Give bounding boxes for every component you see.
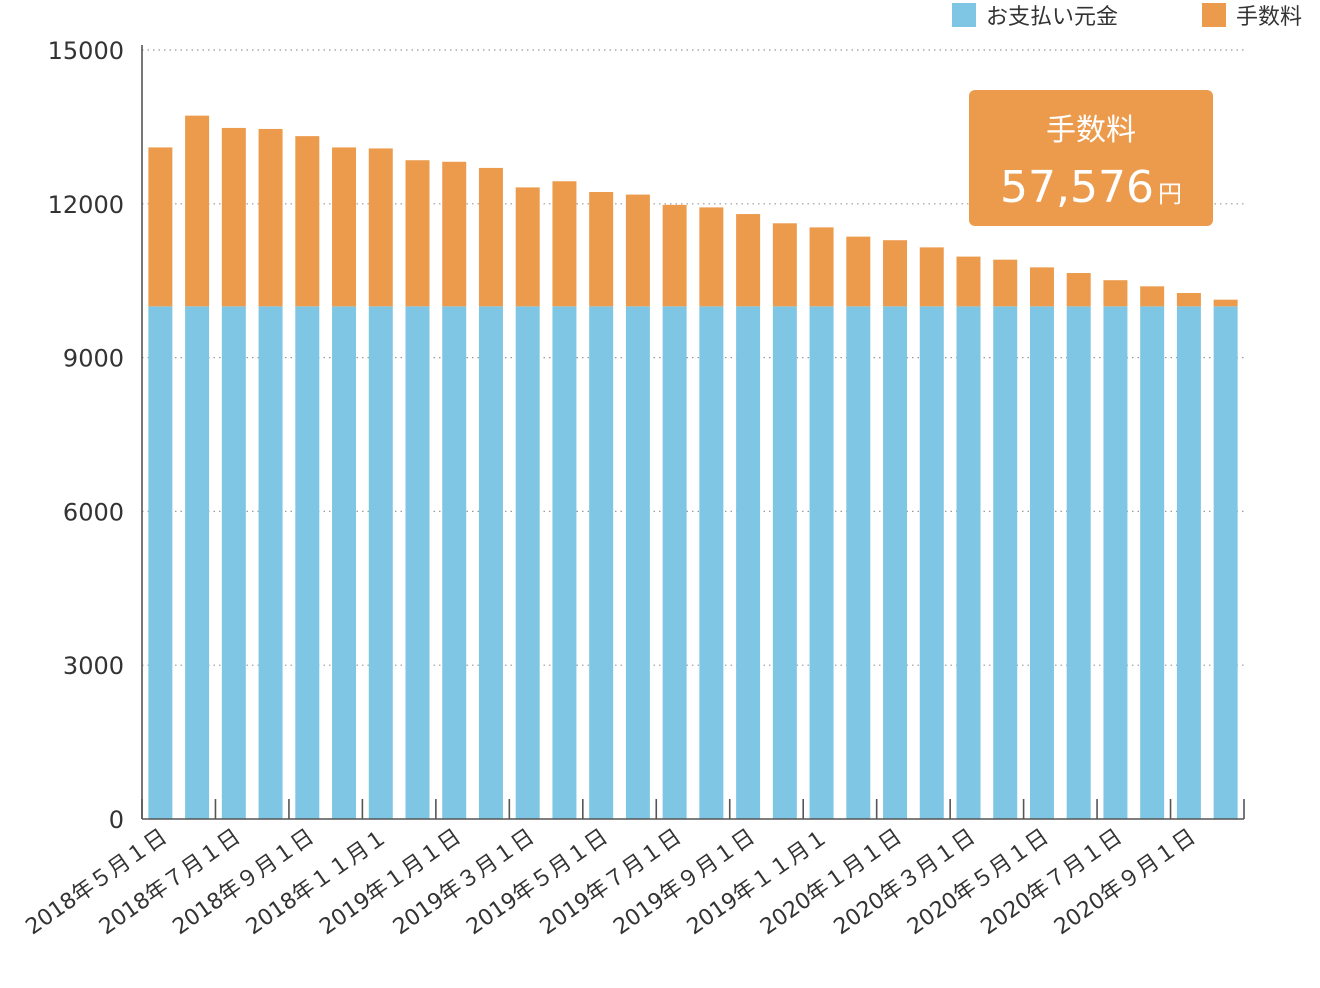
- fee-callout-unit: 円: [1158, 180, 1182, 208]
- bar-principal: [809, 306, 834, 819]
- gridlines: [142, 49, 1244, 666]
- y-tick-label: 9000: [63, 345, 124, 373]
- bar-fee: [552, 181, 577, 307]
- bar-fee: [185, 115, 210, 307]
- bar-principal: [221, 306, 246, 819]
- bar-principal: [736, 306, 761, 819]
- bar-principal: [515, 306, 540, 819]
- bar-fee: [919, 247, 944, 307]
- y-tick-labels: 0 3000 6000 9000 12000 15000: [48, 37, 124, 834]
- bar-fee: [148, 147, 173, 307]
- bar-principal: [295, 306, 320, 819]
- legend-label-fee: 手数料: [1236, 5, 1302, 30]
- bar-principal: [405, 306, 430, 819]
- bar-fee: [368, 148, 393, 307]
- bar-fee: [1213, 299, 1238, 307]
- bar-fee: [809, 227, 834, 307]
- bar-fee: [772, 223, 797, 307]
- bar-principal: [1176, 306, 1201, 819]
- bar-fee: [258, 128, 283, 307]
- bar-principal: [1029, 306, 1054, 819]
- bar-fee: [589, 192, 614, 307]
- bar-fee: [405, 160, 430, 307]
- bar-principal: [662, 306, 687, 819]
- bars-group: [148, 115, 1238, 819]
- bar-principal: [1213, 306, 1238, 819]
- bar-fee: [846, 236, 871, 307]
- legend-label-principal: お支払い元金: [986, 5, 1118, 30]
- bar-fee: [736, 214, 761, 307]
- bar-principal: [589, 306, 614, 819]
- bar-principal: [699, 306, 724, 819]
- fee-callout-box: [969, 90, 1213, 226]
- bar-fee: [699, 207, 724, 307]
- bar-fee: [883, 240, 908, 307]
- bar-principal: [956, 306, 981, 819]
- bar-fee: [332, 147, 357, 307]
- bar-principal: [442, 306, 467, 819]
- bar-principal: [772, 306, 797, 819]
- bar-principal: [1140, 306, 1165, 819]
- bar-principal: [258, 306, 283, 819]
- bar-fee: [956, 256, 981, 307]
- bar-principal: [846, 306, 871, 819]
- bar-fee: [442, 161, 467, 307]
- legend-swatch-principal: [952, 3, 976, 27]
- legend: お支払い元金 手数料: [952, 3, 1302, 30]
- bar-fee: [662, 204, 687, 307]
- y-tick-label: 15000: [48, 37, 124, 65]
- bar-fee: [515, 187, 540, 307]
- bar-fee: [1066, 273, 1091, 307]
- axes: [141, 45, 1245, 820]
- fee-callout-amount: 57,576 円: [1000, 162, 1182, 213]
- y-tick-label: 12000: [48, 191, 124, 219]
- fee-callout-title: 手数料: [1046, 113, 1136, 148]
- bar-fee: [1103, 280, 1128, 307]
- y-tick-label: 3000: [63, 652, 124, 680]
- bar-fee: [993, 259, 1018, 307]
- bar-principal: [552, 306, 577, 819]
- bar-principal: [993, 306, 1018, 819]
- bar-fee: [1176, 293, 1201, 307]
- y-tick-label: 6000: [63, 498, 124, 526]
- bar-fee: [1140, 286, 1165, 307]
- bar-principal: [185, 306, 210, 819]
- bar-fee: [625, 194, 650, 307]
- bar-principal: [1103, 306, 1128, 819]
- bar-principal: [368, 306, 393, 819]
- bar-principal: [919, 306, 944, 819]
- bar-fee: [478, 167, 503, 307]
- bar-principal: [1066, 306, 1091, 819]
- fee-callout: 手数料 57,576 円: [969, 90, 1213, 226]
- bar-principal: [332, 306, 357, 819]
- bar-principal: [883, 306, 908, 819]
- y-tick-label: 0: [109, 806, 124, 834]
- bar-fee: [221, 127, 246, 307]
- x-tick-labels: 2018年５月１日2018年７月１日2018年９月１日2018年１１月１2019…: [21, 824, 1200, 940]
- bar-principal: [625, 306, 650, 819]
- bar-fee: [295, 136, 320, 307]
- bar-principal: [148, 306, 173, 819]
- fee-callout-value: 57,576: [1000, 162, 1154, 213]
- bar-principal: [478, 306, 503, 819]
- legend-swatch-fee: [1202, 3, 1226, 27]
- bar-fee: [1029, 267, 1054, 307]
